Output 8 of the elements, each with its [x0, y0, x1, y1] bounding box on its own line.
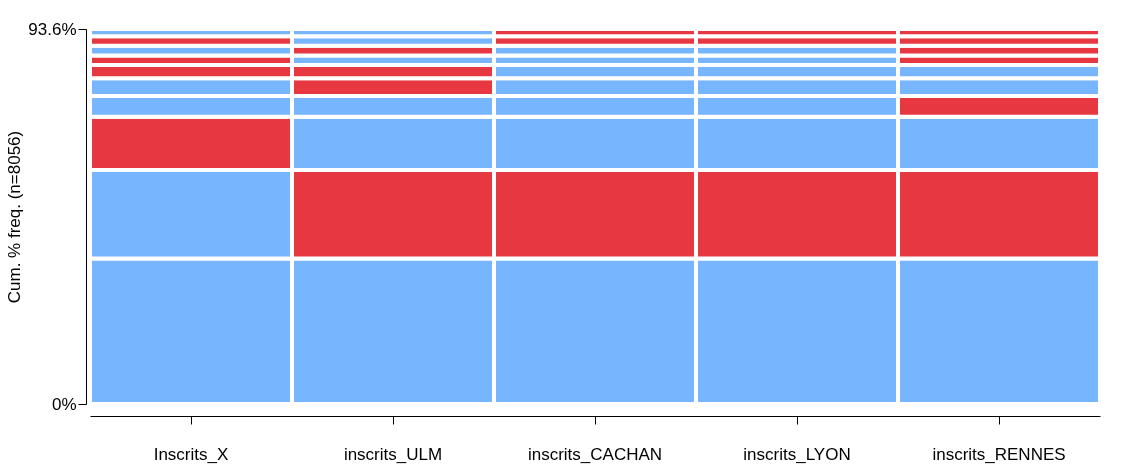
- x-tick-label: inscrits_ULM: [343, 444, 443, 464]
- y-tick-label: 93.6%: [28, 19, 77, 39]
- x-tick-label: inscrits_RENNES: [932, 444, 1066, 464]
- x-tick-label: inscrits_CACHAN: [527, 444, 663, 464]
- y-tick-label: 0%: [51, 394, 77, 414]
- y-axis-title: Cum. % freq. (n=8056): [5, 130, 25, 304]
- x-tick-label: inscrits_LYON: [743, 444, 851, 464]
- x-tick-label: Inscrits_X: [153, 444, 229, 464]
